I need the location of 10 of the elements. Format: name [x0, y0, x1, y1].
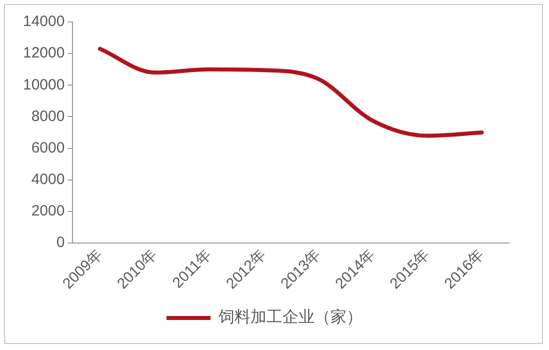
- y-tick-label: 2000: [31, 202, 65, 220]
- y-tick-label: 0: [56, 234, 65, 252]
- y-tick-label: 14000: [22, 13, 65, 30]
- y-tick-label: 8000: [31, 108, 65, 125]
- y-tick-label: 12000: [22, 44, 65, 62]
- line-series: [98, 46, 484, 138]
- y-tick-label: 6000: [31, 139, 65, 156]
- legend-label: 饲料加工企业（家）: [218, 307, 362, 326]
- y-tick-label: 10000: [22, 76, 65, 94]
- y-tick-label: 4000: [31, 171, 65, 188]
